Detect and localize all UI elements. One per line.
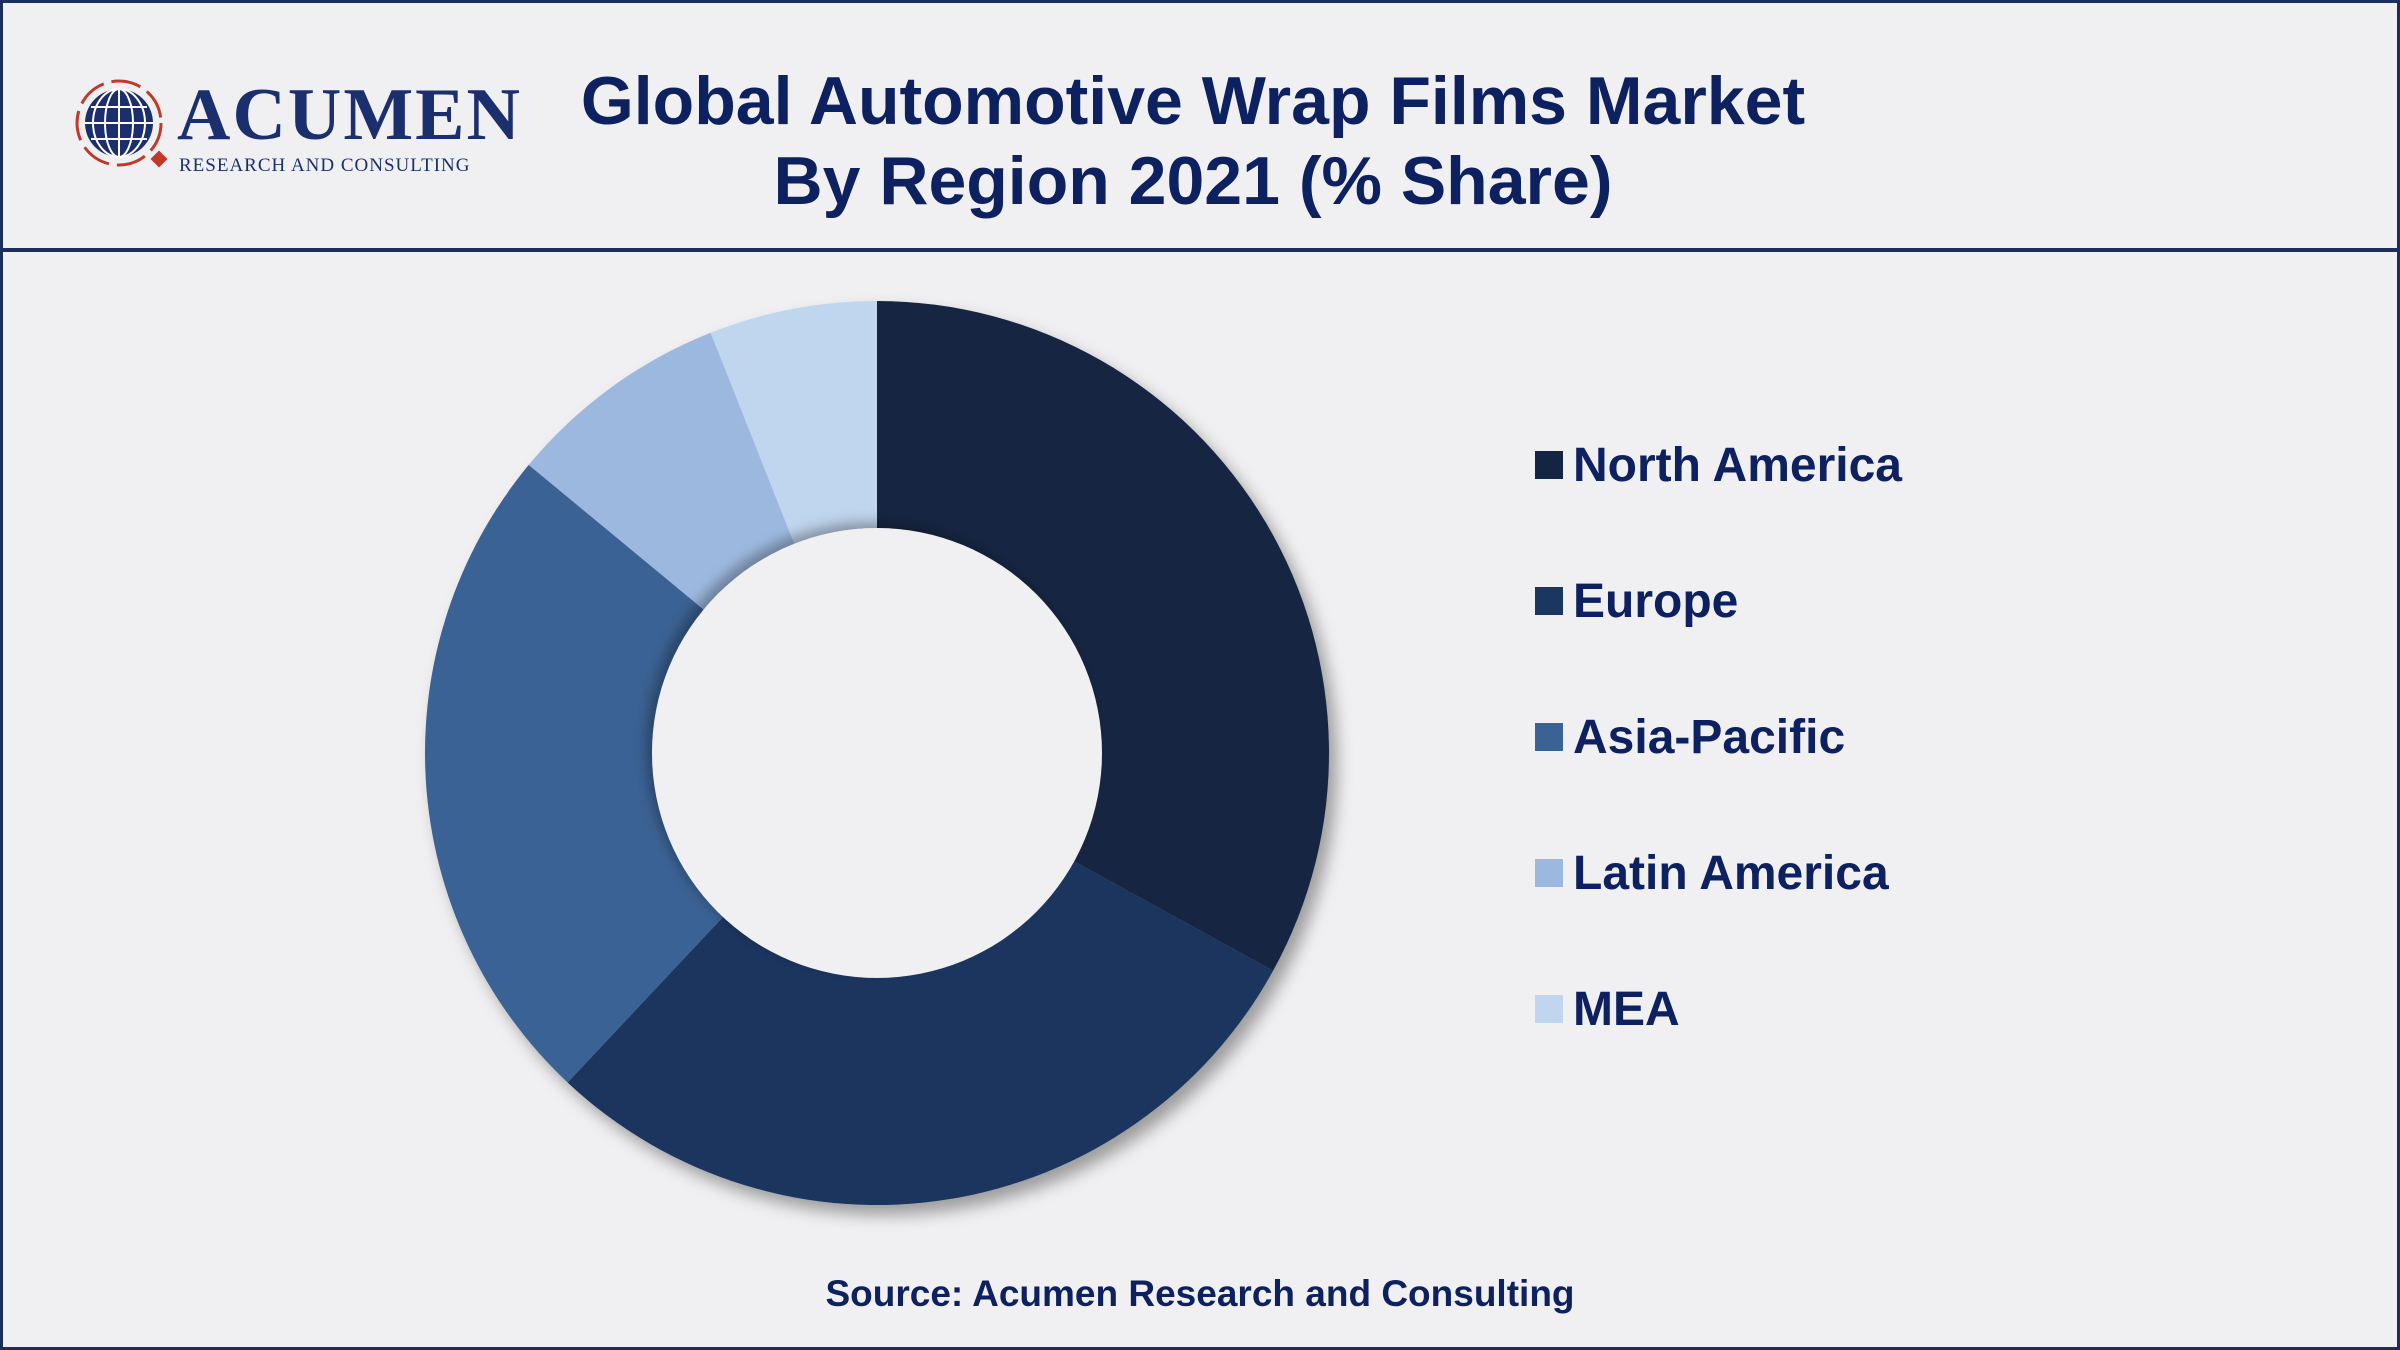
header: ACUMEN RESEARCH AND CONSULTING Global Au… xyxy=(3,3,2397,252)
donut-slice-asia-pacific xyxy=(425,464,877,1083)
legend-item: Asia-Pacific xyxy=(1535,707,1845,767)
legend-swatch xyxy=(1535,587,1563,615)
legend-swatch xyxy=(1535,995,1563,1023)
legend-label: MEA xyxy=(1573,982,1680,1036)
legend-item: Latin America xyxy=(1535,843,1889,903)
source-note: Source: Acumen Research and Consulting xyxy=(825,1273,1575,1314)
logo-wordmark: ACUMEN xyxy=(177,74,522,156)
donut-slice-europe xyxy=(567,753,1274,1205)
acumen-logo: ACUMEN RESEARCH AND CONSULTING xyxy=(69,71,520,181)
donut-hole xyxy=(652,528,1102,978)
legend-label: Asia-Pacific xyxy=(1573,710,1846,764)
legend-item: MEA xyxy=(1535,979,1680,1039)
legend-item: Europe xyxy=(1535,571,1738,631)
legend-item: North America xyxy=(1535,435,1902,495)
legend-swatch xyxy=(1535,451,1563,479)
legend-label: Latin America xyxy=(1573,846,1889,900)
chart-title-line-1: Global Automotive Wrap Films Market xyxy=(580,63,1806,139)
legend-swatch xyxy=(1535,723,1563,751)
legend-label: Europe xyxy=(1573,574,1739,628)
globe-icon xyxy=(75,79,168,168)
legend-swatch xyxy=(1535,859,1563,887)
logo-tagline: RESEARCH AND CONSULTING xyxy=(179,155,471,176)
chart-title: Global Automotive Wrap Films Market By R… xyxy=(503,61,1883,221)
legend-label: North America xyxy=(1573,438,1902,492)
donut-chart xyxy=(425,301,1329,1205)
chart-title-line-2: By Region 2021 (% Share) xyxy=(773,143,1613,219)
